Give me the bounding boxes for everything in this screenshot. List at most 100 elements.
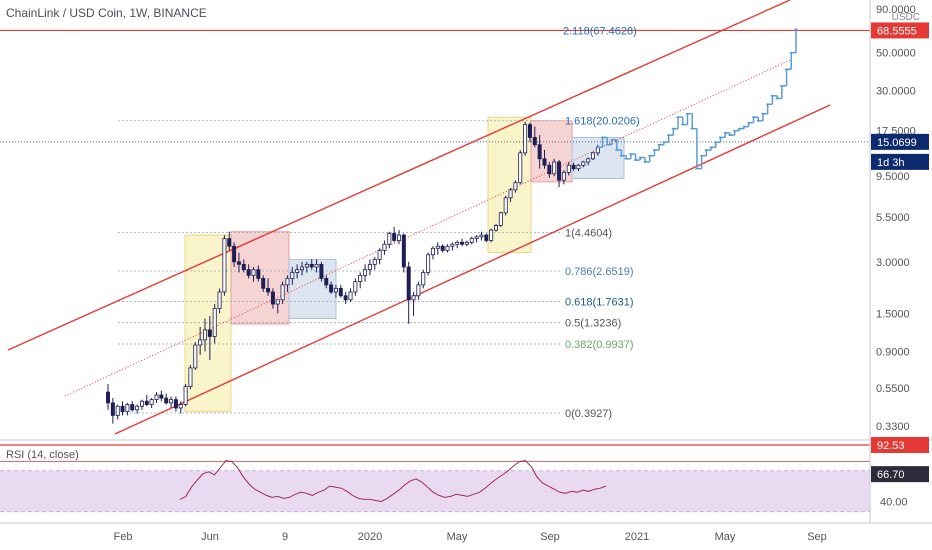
- candle-body-40: [299, 266, 304, 271]
- candle-body-39: [295, 269, 300, 273]
- x-tick-1: Jun: [201, 531, 219, 543]
- candle-body-77: [479, 234, 484, 238]
- fib-label-6: 0.382(0.9937): [565, 339, 634, 351]
- candle-body-34: [270, 291, 275, 305]
- candle-body-51: [353, 281, 358, 293]
- candle-body-89: [537, 144, 542, 160]
- candle-body-28: [241, 263, 246, 271]
- candle-body-92: [552, 161, 557, 175]
- candle-body-93: [557, 161, 562, 181]
- candle-body-98: [581, 161, 586, 166]
- candle-body-43: [314, 263, 319, 268]
- candle-body-50: [348, 291, 353, 301]
- rsi-tick-40: 40.00: [880, 497, 908, 509]
- candle-body-41: [304, 263, 309, 268]
- fib-label-4: 0.618(1.7631): [565, 296, 634, 308]
- candle-body-80: [493, 224, 498, 231]
- candle-body-82: [503, 197, 508, 214]
- y-tick-4: 9.5000: [876, 171, 910, 183]
- candle-body-14: [173, 399, 178, 409]
- chart-grid: [0, 0, 870, 440]
- candle-body-87: [527, 124, 532, 138]
- countdown-badge-bg: [871, 153, 929, 170]
- candle-body-53: [363, 269, 368, 276]
- blue-box-1: [288, 258, 337, 319]
- blue-box-2: [571, 136, 625, 180]
- x-tick-5: Sep: [540, 531, 560, 543]
- y-tick-10: 0.3300: [876, 421, 910, 433]
- candle-body-76: [474, 236, 479, 240]
- fib-label-0: 2.118(67.4628): [563, 25, 637, 37]
- channel-upper-line: [7, 0, 791, 351]
- y-tick-6: 3.0000: [876, 257, 910, 269]
- candle-body-67: [430, 247, 435, 256]
- candle-body-13: [169, 399, 174, 404]
- candle-body-90: [542, 158, 547, 166]
- fib-label-2: 1(4.4604): [565, 227, 612, 239]
- candle-body-88: [532, 137, 537, 146]
- rsi-current-badge: 66.70: [877, 469, 905, 481]
- candle-body-57: [382, 243, 387, 251]
- candle-body-2: [115, 405, 120, 416]
- candle-body-54: [367, 263, 372, 271]
- candle-body-68: [435, 245, 440, 249]
- chart-title: ChainLink / USD Coin, 1W, BINANCE: [6, 6, 207, 20]
- candle-body-17: [188, 367, 193, 388]
- candle-body-56: [377, 249, 382, 260]
- candle-body-30: [251, 269, 256, 276]
- candle-body-86: [523, 124, 528, 154]
- price-axis: 90.000050.000030.000017.50009.50005.5000…: [869, 0, 916, 523]
- x-tick-8: Sep: [807, 531, 827, 543]
- candle-body-36: [280, 284, 285, 301]
- candle-body-79: [489, 229, 494, 241]
- rsi-line: [179, 459, 607, 503]
- candle-body-81: [498, 212, 503, 226]
- candle-body-26: [232, 245, 237, 263]
- y-tick-9: 0.5500: [876, 383, 910, 395]
- candle-body-46: [329, 284, 334, 293]
- channel-mid-line: [64, 59, 791, 397]
- current-price-badge: 15.0699: [877, 137, 917, 149]
- candle-body-8: [144, 400, 149, 405]
- candle-body-85: [518, 152, 523, 184]
- candlestick-series: [106, 121, 600, 424]
- fibonacci-levels: 2.118(67.4628) 1.618(20.0206) 1(4.4604) 0.7…: [0, 25, 870, 420]
- candle-body-99: [586, 158, 591, 163]
- fib-label-3: 0.786(2.6519): [565, 266, 634, 278]
- current-price-badge-bg: [871, 133, 929, 150]
- y-tick-0: 90.0000: [876, 4, 916, 16]
- candle-body-22: [212, 308, 217, 337]
- candle-body-16: [183, 386, 188, 405]
- candle-body-15: [178, 404, 183, 409]
- rsi-upper-badge-bg: [871, 437, 929, 453]
- candle-body-78: [484, 234, 489, 241]
- candle-body-31: [256, 269, 261, 279]
- candle-body-11: [159, 394, 164, 399]
- candle-body-9: [149, 399, 154, 405]
- rsi-upper-badge: 92.53: [877, 440, 905, 452]
- candle-body-3: [120, 405, 125, 413]
- candle-body-58: [387, 232, 392, 245]
- candle-body-4: [125, 404, 130, 413]
- target-price-badge-bg: [871, 22, 929, 39]
- candle-body-95: [566, 164, 571, 173]
- candle-body-49: [343, 295, 348, 301]
- candle-body-62: [406, 266, 411, 301]
- y-tick-7: 1.5000: [876, 308, 910, 320]
- candle-body-5: [130, 404, 135, 411]
- candle-body-65: [421, 272, 426, 286]
- candle-body-75: [469, 238, 474, 243]
- candle-body-74: [464, 241, 469, 245]
- candle-body-52: [358, 274, 363, 282]
- x-tick-6: 2021: [625, 531, 649, 543]
- x-tick-3: 2020: [358, 531, 382, 543]
- candle-body-91: [547, 164, 552, 175]
- candle-body-1: [110, 402, 115, 416]
- candle-body-64: [416, 284, 421, 297]
- candle-body-32: [261, 278, 266, 289]
- candle-body-96: [571, 164, 576, 170]
- candle-body-71: [450, 243, 455, 247]
- rsi-indicator-title: RSI (14, close): [6, 449, 79, 461]
- candle-body-19: [198, 339, 203, 346]
